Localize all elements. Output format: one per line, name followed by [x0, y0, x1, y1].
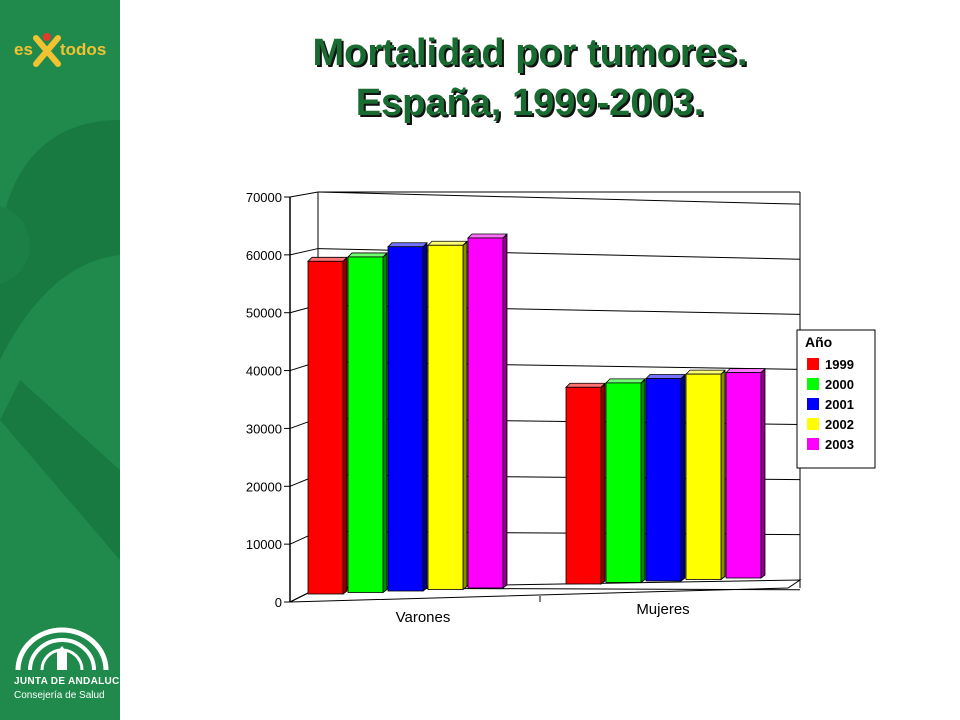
- bar-front: [605, 382, 642, 583]
- sidebar: es todos JUNTA DE ANDALUCIA Consejería d…: [0, 0, 120, 720]
- gridline-side: [289, 248, 319, 256]
- bar-top: [685, 369, 726, 375]
- y-tick-label: 40000: [246, 364, 282, 379]
- bar-front: [387, 246, 424, 592]
- legend-label: 2002: [825, 417, 854, 432]
- running-figure-icon: [33, 33, 61, 67]
- bar-top: [725, 368, 766, 374]
- legend-title: Año: [805, 334, 832, 350]
- bar-mujeres-2001: [645, 374, 686, 582]
- bar-side: [382, 253, 388, 594]
- logo-todos-text: todos: [60, 40, 107, 59]
- bar-chart: 0 10000 20000 30000 40000 50000 60000 70000 Varo…: [246, 190, 876, 626]
- bar-front: [427, 244, 464, 590]
- bar-front: [565, 386, 602, 585]
- bar-side: [720, 370, 726, 581]
- bar-front: [685, 373, 722, 580]
- junta-emblem-icon: [15, 627, 109, 671]
- y-tick-label: 30000: [246, 421, 282, 436]
- consejeria-name: Consejería de Salud: [14, 690, 105, 701]
- es-de-todos-logo: es todos: [10, 30, 110, 70]
- title-line-2: España, 1999-2003.: [355, 82, 705, 124]
- bar-varones-1999: [307, 256, 348, 595]
- bar-top: [307, 256, 348, 262]
- junta-andalucia-logo: JUNTA DE ANDALUCIA Consejería de Salud: [10, 620, 120, 710]
- bar-side: [760, 368, 766, 579]
- bar-front: [307, 260, 344, 595]
- bar-side: [462, 241, 468, 591]
- legend-label: 2001: [825, 397, 854, 412]
- bar-side: [680, 374, 686, 582]
- legend-label: 2000: [825, 377, 854, 392]
- legend-swatch: [807, 398, 819, 410]
- sidebar-decoration: [0, 120, 120, 560]
- y-tick-label: 60000: [246, 248, 282, 263]
- bar-mujeres-2002: [685, 369, 726, 581]
- bar-side: [342, 257, 348, 595]
- chart-legend: Año 1999 2000 2001 2002 2003: [796, 329, 876, 469]
- bar-side: [640, 379, 646, 584]
- legend-swatch: [807, 358, 819, 370]
- legend-swatch: [807, 438, 819, 450]
- bar-varones-2003: [467, 233, 508, 589]
- page-title: Mortalidad por tumores. España, 1999-200…: [140, 28, 920, 128]
- gridline: [317, 191, 801, 205]
- bar-top: [565, 382, 606, 388]
- bar-varones-2000: [347, 252, 388, 594]
- junta-name: JUNTA DE ANDALUCIA: [14, 676, 120, 687]
- bar-side: [502, 234, 508, 589]
- title-line-1: Mortalidad por tumores.: [312, 32, 748, 74]
- legend-label: 1999: [825, 357, 854, 372]
- y-tick-label: 10000: [246, 537, 282, 552]
- bar-top: [347, 252, 388, 258]
- logo-es-text: es: [14, 40, 33, 59]
- bar-top: [387, 242, 428, 248]
- y-tick-label: 50000: [246, 306, 282, 321]
- legend-swatch: [807, 418, 819, 430]
- legend-label: 2003: [825, 437, 854, 452]
- bar-varones-2002: [427, 240, 468, 591]
- y-tick-label: 70000: [246, 190, 282, 205]
- bar-mujeres-1999: [565, 382, 606, 585]
- bar-side: [422, 242, 428, 592]
- x-category-label: Varones: [396, 609, 451, 626]
- bar-top: [605, 378, 646, 384]
- bar-front: [645, 378, 682, 582]
- gridline-side: [289, 191, 319, 198]
- bar-top: [467, 233, 508, 239]
- legend-swatch: [807, 378, 819, 390]
- bar-side: [600, 383, 606, 585]
- y-tick-label: 0: [275, 595, 282, 610]
- bar-varones-2001: [387, 242, 428, 592]
- bar-top: [427, 240, 468, 246]
- bar-front: [467, 237, 504, 589]
- y-tick-label: 20000: [246, 479, 282, 494]
- x-category-label: Mujeres: [636, 601, 689, 618]
- bar-mujeres-2000: [605, 378, 646, 584]
- bar-top: [645, 374, 686, 379]
- bar-front: [347, 256, 384, 593]
- bar-mujeres-2003: [725, 368, 766, 579]
- bar-front: [725, 372, 762, 579]
